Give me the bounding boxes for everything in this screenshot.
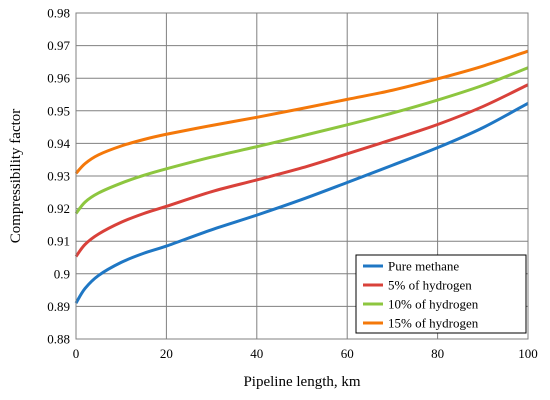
legend-label-3: 10% of hydrogen [388, 297, 479, 312]
x-tick-labels: 0 20 40 60 80 100 [73, 346, 538, 361]
legend-box [355, 254, 527, 334]
legend-label-2: 5% of hydrogen [388, 278, 472, 293]
legend-label-1: Pure methane [388, 259, 459, 274]
y-tick-label: 0.96 [47, 71, 70, 86]
y-tick-labels: 0.88 0.89 0.9 0.91 0.92 0.93 0.94 0.95 0.96 0.97 0… [47, 6, 70, 347]
x-tick-label: 40 [250, 346, 263, 361]
y-tick-label: 0.9 [54, 266, 70, 281]
series-line-3 [74, 66, 529, 215]
y-tick-label: 0.92 [47, 201, 70, 216]
x-tick-label: 20 [160, 346, 173, 361]
y-tick-label: 0.97 [47, 38, 70, 53]
x-tick-label: 100 [518, 346, 538, 361]
y-tick-label: 0.88 [47, 332, 70, 347]
series-line-1 [74, 101, 529, 304]
x-tick-label: 0 [73, 346, 80, 361]
plot-frame [75, 12, 529, 340]
x-tick-label: 60 [341, 346, 354, 361]
series-line-4 [74, 49, 529, 175]
y-tick-label: 0.94 [47, 136, 70, 151]
y-tick-label: 0.89 [47, 299, 70, 314]
x-tick-label: 80 [431, 346, 444, 361]
series-lines [74, 49, 529, 304]
y-tick-label: 0.98 [47, 6, 70, 21]
legend-label-4: 15% of hydrogen [388, 316, 479, 331]
y-axis-title: Compressibility factor [8, 109, 24, 244]
series-line-2 [74, 83, 529, 258]
y-tick-label: 0.91 [47, 234, 70, 249]
y-tick-label: 0.93 [47, 169, 70, 184]
x-axis-title: Pipeline length, km [243, 374, 360, 390]
legend: Pure methane 5% of hydrogen 10% of hydroge… [355, 254, 527, 334]
y-tick-label: 0.95 [47, 103, 70, 118]
